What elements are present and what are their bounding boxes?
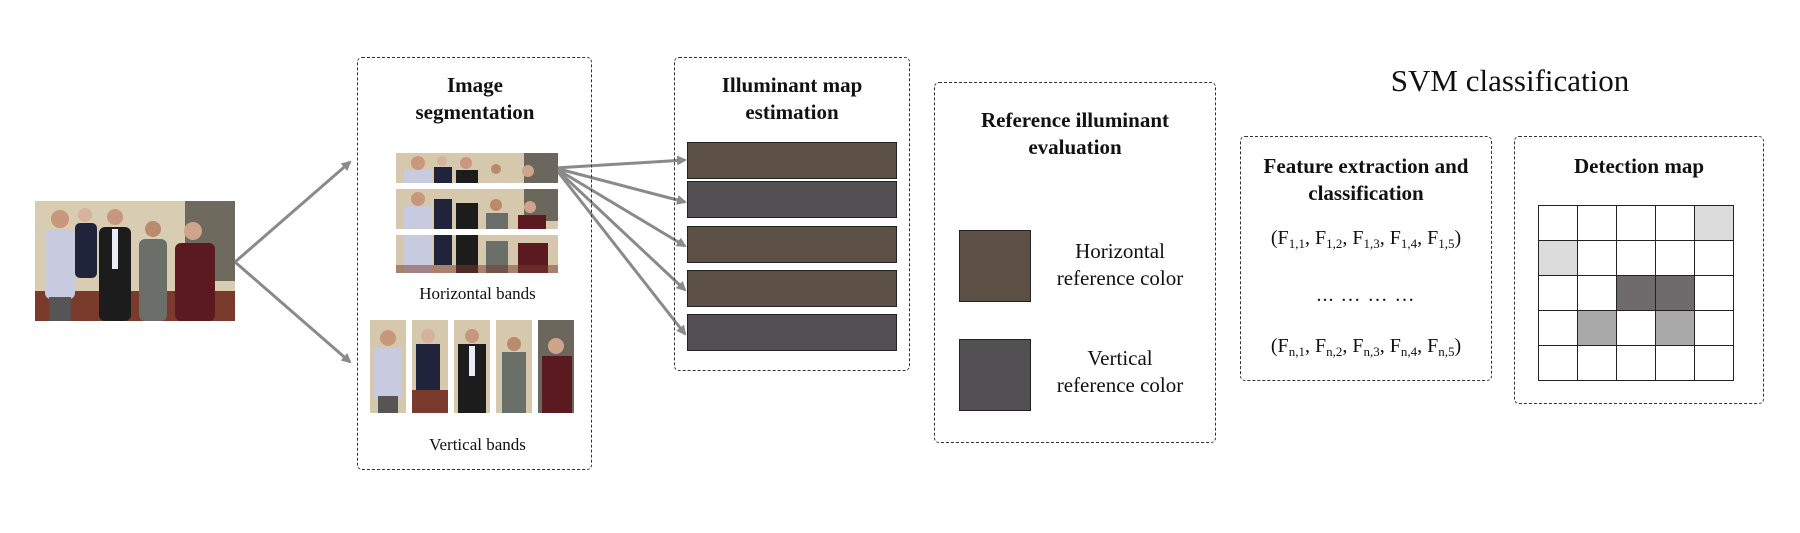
vertical-band-thumb <box>370 320 406 413</box>
detection-grid-cell <box>1616 275 1656 311</box>
horizontal-band-thumb <box>396 153 558 183</box>
detection-grid-row <box>1538 205 1734 241</box>
reference-illuminant-title: Reference illuminant evaluation <box>981 108 1169 159</box>
arrow-band-3 <box>554 166 687 248</box>
detection-grid-cell <box>1577 310 1617 346</box>
detection-grid-cell <box>1694 345 1734 381</box>
vertical-reference-label: Vertical reference color <box>1056 346 1184 397</box>
detection-grid-cell <box>1616 345 1656 381</box>
detection-grid-cell <box>1655 345 1695 381</box>
illuminant-band-2 <box>687 181 897 218</box>
arrow-to-vertical <box>234 260 352 364</box>
detection-grid-cell <box>1577 205 1617 241</box>
detection-map-grid <box>1538 205 1734 381</box>
detection-grid-cell <box>1538 345 1578 381</box>
input-photo <box>35 201 235 321</box>
illuminant-band-5 <box>687 314 897 351</box>
detection-grid-row <box>1538 275 1734 311</box>
detection-grid-cell <box>1694 310 1734 346</box>
image-segmentation-title: Image segmentation <box>415 73 535 124</box>
image-segmentation-panel <box>357 57 592 470</box>
detection-grid-cell <box>1538 205 1578 241</box>
svm-title: SVM classification <box>1390 63 1630 98</box>
feature-row-first: (F1,1, F1,2, F1,3, F1,4, F1,5) <box>1270 227 1462 251</box>
horizontal-band-thumb <box>396 235 558 273</box>
detection-map-title: Detection map <box>1573 154 1705 178</box>
detection-grid-cell <box>1694 275 1734 311</box>
arrow-band-1 <box>554 155 687 170</box>
feature-extraction-title: Feature extraction and classification <box>1263 154 1469 205</box>
arrow-band-2 <box>554 166 687 205</box>
detection-grid-row <box>1538 345 1734 381</box>
detection-grid-cell <box>1538 240 1578 276</box>
illuminant-band-4 <box>687 270 897 307</box>
detection-grid-cell <box>1694 205 1734 241</box>
detection-grid-cell <box>1616 240 1656 276</box>
detection-grid-cell <box>1538 310 1578 346</box>
arrow-to-horizontal <box>234 160 352 264</box>
vertical-reference-swatch <box>959 339 1031 411</box>
horizontal-band-thumb <box>396 189 558 229</box>
vertical-band-thumb <box>496 320 532 413</box>
detection-grid-cell <box>1655 310 1695 346</box>
feature-extraction-panel: (F1,1, F1,2, F1,3, F1,4, F1,5) ... … … …… <box>1240 136 1492 381</box>
illuminant-band-3 <box>687 226 897 263</box>
detection-grid-row <box>1538 240 1734 276</box>
feature-ellipsis: ... … … … <box>1316 284 1416 306</box>
detection-grid-cell <box>1655 275 1695 311</box>
illuminant-map-panel <box>674 57 910 371</box>
horizontal-reference-label: Horizontal reference color <box>1056 239 1184 290</box>
vertical-bands-label: Vertical bands <box>429 435 526 454</box>
reference-illuminant-panel <box>934 82 1216 443</box>
illuminant-band-1 <box>687 142 897 179</box>
detection-grid-cell <box>1616 310 1656 346</box>
detection-grid-cell <box>1655 240 1695 276</box>
vertical-band-thumb <box>412 320 448 413</box>
detection-grid-cell <box>1694 240 1734 276</box>
detection-grid-cell <box>1655 205 1695 241</box>
detection-grid-cell <box>1616 205 1656 241</box>
arrow-band-4 <box>553 166 687 292</box>
vertical-band-thumb <box>454 320 490 413</box>
detection-grid-row <box>1538 310 1734 346</box>
illuminant-map-title: Illuminant map estimation <box>721 73 863 124</box>
horizontal-reference-swatch <box>959 230 1031 302</box>
detection-grid-cell <box>1577 345 1617 381</box>
arrow-band-5 <box>553 167 687 336</box>
feature-row-last: (Fn,1, Fn,2, Fn,3, Fn,4, Fn,5) <box>1270 335 1462 359</box>
detection-grid-cell <box>1577 275 1617 311</box>
detection-map-panel <box>1514 136 1764 404</box>
vertical-band-thumb <box>538 320 574 413</box>
detection-grid-cell <box>1577 240 1617 276</box>
horizontal-bands-label: Horizontal bands <box>419 284 536 303</box>
detection-grid-cell <box>1538 275 1578 311</box>
